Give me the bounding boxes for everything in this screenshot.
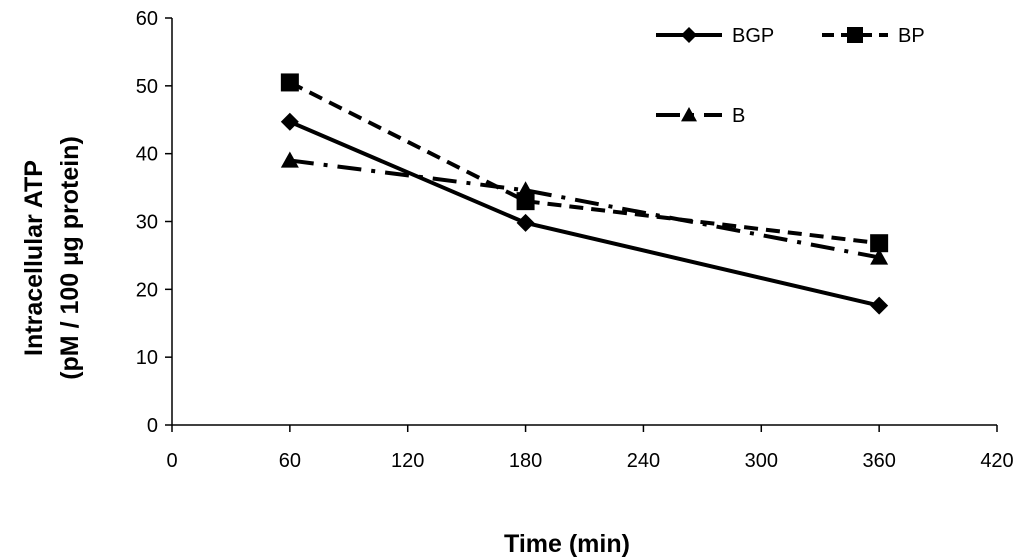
series-line-bgp (289, 119, 880, 308)
data-point-b (280, 151, 299, 168)
y-axis-ticks: 0 10 20 30 40 50 60 (136, 8, 172, 437)
series-group (280, 73, 889, 315)
x-tick-label: 360 (862, 450, 895, 472)
x-tick-label: 120 (391, 450, 424, 472)
series-bgp (280, 112, 889, 315)
y-tick-label: 40 (136, 144, 158, 166)
y-tick-label: 60 (136, 8, 158, 30)
x-axis-title: Time (min) (504, 530, 630, 558)
legend-marker-bp (847, 27, 863, 43)
legend-label-b: B (732, 105, 745, 127)
y-tick-label: 0 (147, 415, 158, 437)
x-tick-label: 60 (279, 450, 301, 472)
legend-item-b: B (656, 105, 745, 127)
legend-item-bp: BP (822, 25, 925, 47)
legend-marker-bgp (681, 27, 697, 43)
x-tick-label: 300 (745, 450, 778, 472)
data-point-bp (280, 73, 299, 92)
legend: BGP BP B (656, 25, 925, 127)
x-tick-label: 420 (980, 450, 1013, 472)
y-tick-label: 10 (136, 347, 158, 369)
series-bp (280, 73, 889, 253)
data-point-bp (870, 234, 889, 253)
legend-label-bp: BP (898, 25, 925, 47)
data-point-bgp (280, 112, 299, 131)
data-point-bgp (870, 296, 889, 315)
y-tick-label: 30 (136, 212, 158, 234)
x-tick-label: 0 (166, 450, 177, 472)
series-b (280, 151, 889, 265)
legend-label-bgp: BGP (732, 25, 774, 47)
data-point-bgp (516, 213, 535, 232)
x-tick-label: 240 (627, 450, 660, 472)
series-line-b (289, 158, 880, 260)
x-axis-ticks: 0 60 120 180 240 300 360 420 (166, 425, 1014, 472)
legend-item-bgp: BGP (656, 25, 774, 47)
legend-marker-b (681, 107, 697, 122)
data-point-b (870, 248, 889, 265)
data-point-b (516, 181, 535, 198)
x-tick-label: 180 (509, 450, 542, 472)
y-tick-label: 20 (136, 279, 158, 301)
axes: 0 10 20 30 40 50 60 0 60 120 180 240 300 360 420 (136, 8, 1014, 472)
series-line-bp (288, 80, 880, 246)
y-axis-title-line-2: (pM / 100 µg protein) (56, 136, 84, 380)
y-axis-title-line-1: Intracellular ATP (20, 160, 48, 356)
y-axis-title: Intracellular ATP (pM / 100 µg protein) (20, 136, 84, 380)
y-tick-label: 50 (136, 76, 158, 98)
